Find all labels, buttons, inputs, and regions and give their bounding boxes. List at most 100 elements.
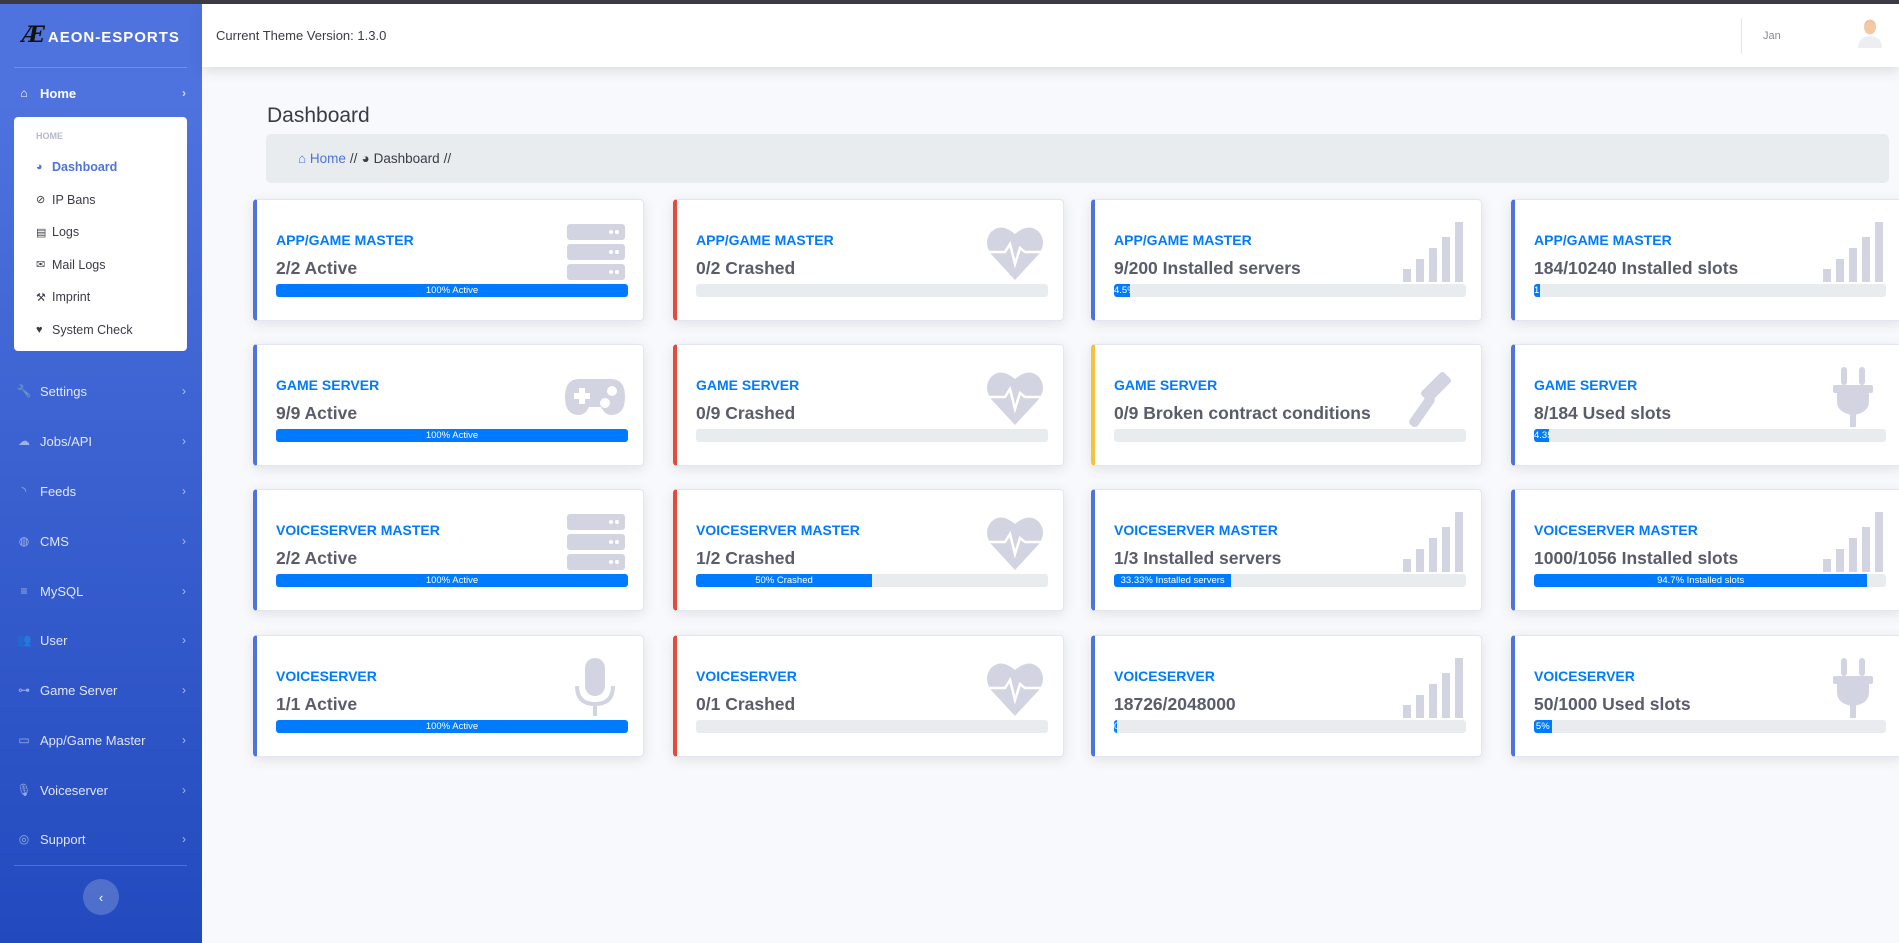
sidebar-item-label: MySQL (40, 583, 84, 599)
user-name[interactable]: Jan (1763, 30, 1781, 42)
plug-icon (1823, 367, 1883, 427)
stat-card: VOICESERVER 0/1 Crashed (673, 635, 1064, 757)
sidebar-item-cms[interactable]: ◍ CMS › (0, 529, 202, 553)
breadcrumb-separator: // (443, 151, 452, 166)
progress-bar: 33.33% Installed servers (1114, 574, 1466, 587)
sidebar-item-voiceserver[interactable]: 🎙 Voiceserver › (0, 778, 202, 802)
signal-icon (1403, 658, 1463, 718)
breadcrumb-separator: // (349, 151, 358, 166)
submenu-item-logs[interactable]: ▤ Logs (14, 216, 187, 249)
stat-card: VOICESERVER MASTER 2/2 Active 100% Activ… (253, 489, 644, 611)
heartbeat-icon (985, 658, 1045, 718)
sidebar-item-mysql[interactable]: ≡ MySQL › (0, 579, 202, 603)
sidebar-item-label: User (40, 632, 68, 648)
logo-mark: Æ (22, 22, 46, 48)
chevron-right-icon: › (182, 434, 186, 448)
submenu-item-label: Mail Logs (52, 257, 106, 272)
submenu-item-system-check[interactable]: ♥ System Check (14, 314, 187, 347)
progress-fill: 5% (1534, 720, 1552, 733)
sidebar-item-support[interactable]: ◎ Support › (0, 827, 202, 851)
sidebar-item-label: Settings (40, 383, 87, 399)
sidebar-item-jobs-api[interactable]: ☁ Jobs/API › (0, 429, 202, 453)
submenu-item-label: Imprint (52, 290, 91, 305)
stat-card: GAME SERVER 8/184 Used slots 4.35% (1511, 344, 1899, 466)
gavel-icon (1403, 367, 1463, 428)
signal-icon (1823, 512, 1883, 572)
sidebar-divider (14, 865, 187, 866)
stat-card: GAME SERVER 0/9 Crashed (673, 344, 1064, 466)
chevron-right-icon: › (182, 584, 186, 598)
progress-fill: 100% Active (276, 720, 628, 733)
card-value: 0/9 Broken contract conditions (1114, 403, 1371, 423)
submenu-item-ip-bans[interactable]: ⊘ IP Bans (14, 184, 187, 217)
progress-bar: 4.35% (1534, 429, 1886, 442)
topbar: Current Theme Version: 1.3.0 Jan (202, 4, 1899, 67)
progress-bar: 94.7% Installed slots (1534, 574, 1886, 587)
envelope-icon: ✉ (36, 259, 46, 272)
card-value: 8/184 Used slots (1534, 403, 1672, 423)
microphone-icon (565, 658, 625, 718)
sidebar-item-label: Support (40, 831, 86, 847)
card-title: VOICESERVER (1534, 668, 1635, 684)
topbar-divider (1741, 18, 1742, 54)
home-submenu: HOME ◕ Dashboard ⊘ IP Bans ▤ Logs ✉ Mail Logs ⚒ I… (14, 117, 187, 351)
progress-bar: 100% Active (276, 429, 628, 442)
progress-fill: 1.8% (1534, 284, 1541, 297)
stat-card: VOICESERVER MASTER 1/2 Crashed 50% Crash… (673, 489, 1064, 611)
tachometer-icon: ◕ (36, 161, 43, 174)
globe-icon: ◍ (18, 534, 30, 548)
progress-fill: 4.5% (1114, 284, 1130, 297)
sidebar-item-label: CMS (40, 533, 69, 549)
card-title: VOICESERVER MASTER (1534, 522, 1698, 538)
progress-bar: 0.91% (1114, 720, 1466, 733)
avatar[interactable] (1857, 18, 1883, 48)
rss-icon: ◝ (21, 484, 27, 498)
theme-version: Current Theme Version: 1.3.0 (216, 28, 387, 43)
chevron-right-icon: › (182, 783, 186, 797)
card-title: GAME SERVER (1114, 377, 1218, 393)
gamepad-icon: ⊶ (18, 683, 30, 697)
wrench-icon: 🔧 (16, 384, 32, 398)
signal-icon (1403, 222, 1463, 282)
chevron-right-icon: › (182, 633, 186, 647)
sidebar-item-label: Jobs/API (40, 433, 93, 449)
card-title: APP/GAME MASTER (276, 232, 414, 248)
submenu-item-imprint[interactable]: ⚒ Imprint (14, 281, 187, 314)
breadcrumb-home[interactable]: ⌂ Home (298, 151, 346, 166)
progress-fill: 100% Active (276, 284, 628, 297)
sidebar-item-settings[interactable]: 🔧 Settings › (0, 379, 202, 403)
brand-logo[interactable]: Æ AEON-ESPORTS (0, 22, 202, 48)
server-icon (565, 512, 625, 572)
progress-bar: 4.5% (1114, 284, 1466, 297)
progress-bar (696, 720, 1048, 733)
window-top-edge (0, 0, 1899, 4)
sidebar-item-feeds[interactable]: ◝ Feeds › (0, 479, 202, 503)
card-title: APP/GAME MASTER (1534, 232, 1672, 248)
sidebar-item-label: Voiceserver (40, 782, 108, 798)
submenu-item-dashboard[interactable]: ◕ Dashboard (14, 151, 187, 184)
page-title: Dashboard (267, 104, 370, 127)
stat-card: VOICESERVER MASTER 1000/1056 Installed s… (1511, 489, 1899, 611)
sidebar-item-label: App/Game Master (40, 732, 146, 748)
stat-card: VOICESERVER 1/1 Active 100% Active (253, 635, 644, 757)
breadcrumb-current: Dashboard (373, 151, 440, 166)
submenu-item-label: Logs (52, 225, 80, 240)
plug-icon (1823, 658, 1883, 718)
progress-fill: 100% Active (276, 574, 628, 587)
stat-card: APP/GAME MASTER 9/200 Installed servers … (1091, 199, 1482, 321)
sidebar-toggle-button[interactable]: ‹ (83, 879, 119, 915)
chevron-left-icon: ‹ (98, 889, 104, 905)
submenu-item-mail-logs[interactable]: ✉ Mail Logs (14, 249, 187, 282)
stat-card: VOICESERVER MASTER 1/3 Installed servers… (1091, 489, 1482, 611)
chevron-right-icon: › (182, 534, 186, 548)
sidebar-item-user[interactable]: 👥 User › (0, 628, 202, 652)
signal-icon (1403, 512, 1463, 572)
stat-card: VOICESERVER 50/1000 Used slots 5% (1511, 635, 1899, 757)
sidebar-item-home[interactable]: ⌂ Home › (0, 81, 202, 105)
breadcrumb-home-label: Home (309, 151, 346, 166)
progress-bar: 100% Active (276, 574, 628, 587)
chevron-right-icon: › (182, 384, 186, 398)
sidebar-item-game-server[interactable]: ⊶ Game Server › (0, 678, 202, 702)
hdd-icon: ▭ (18, 733, 30, 747)
sidebar-item-app-game-master[interactable]: ▭ App/Game Master › (0, 728, 202, 752)
